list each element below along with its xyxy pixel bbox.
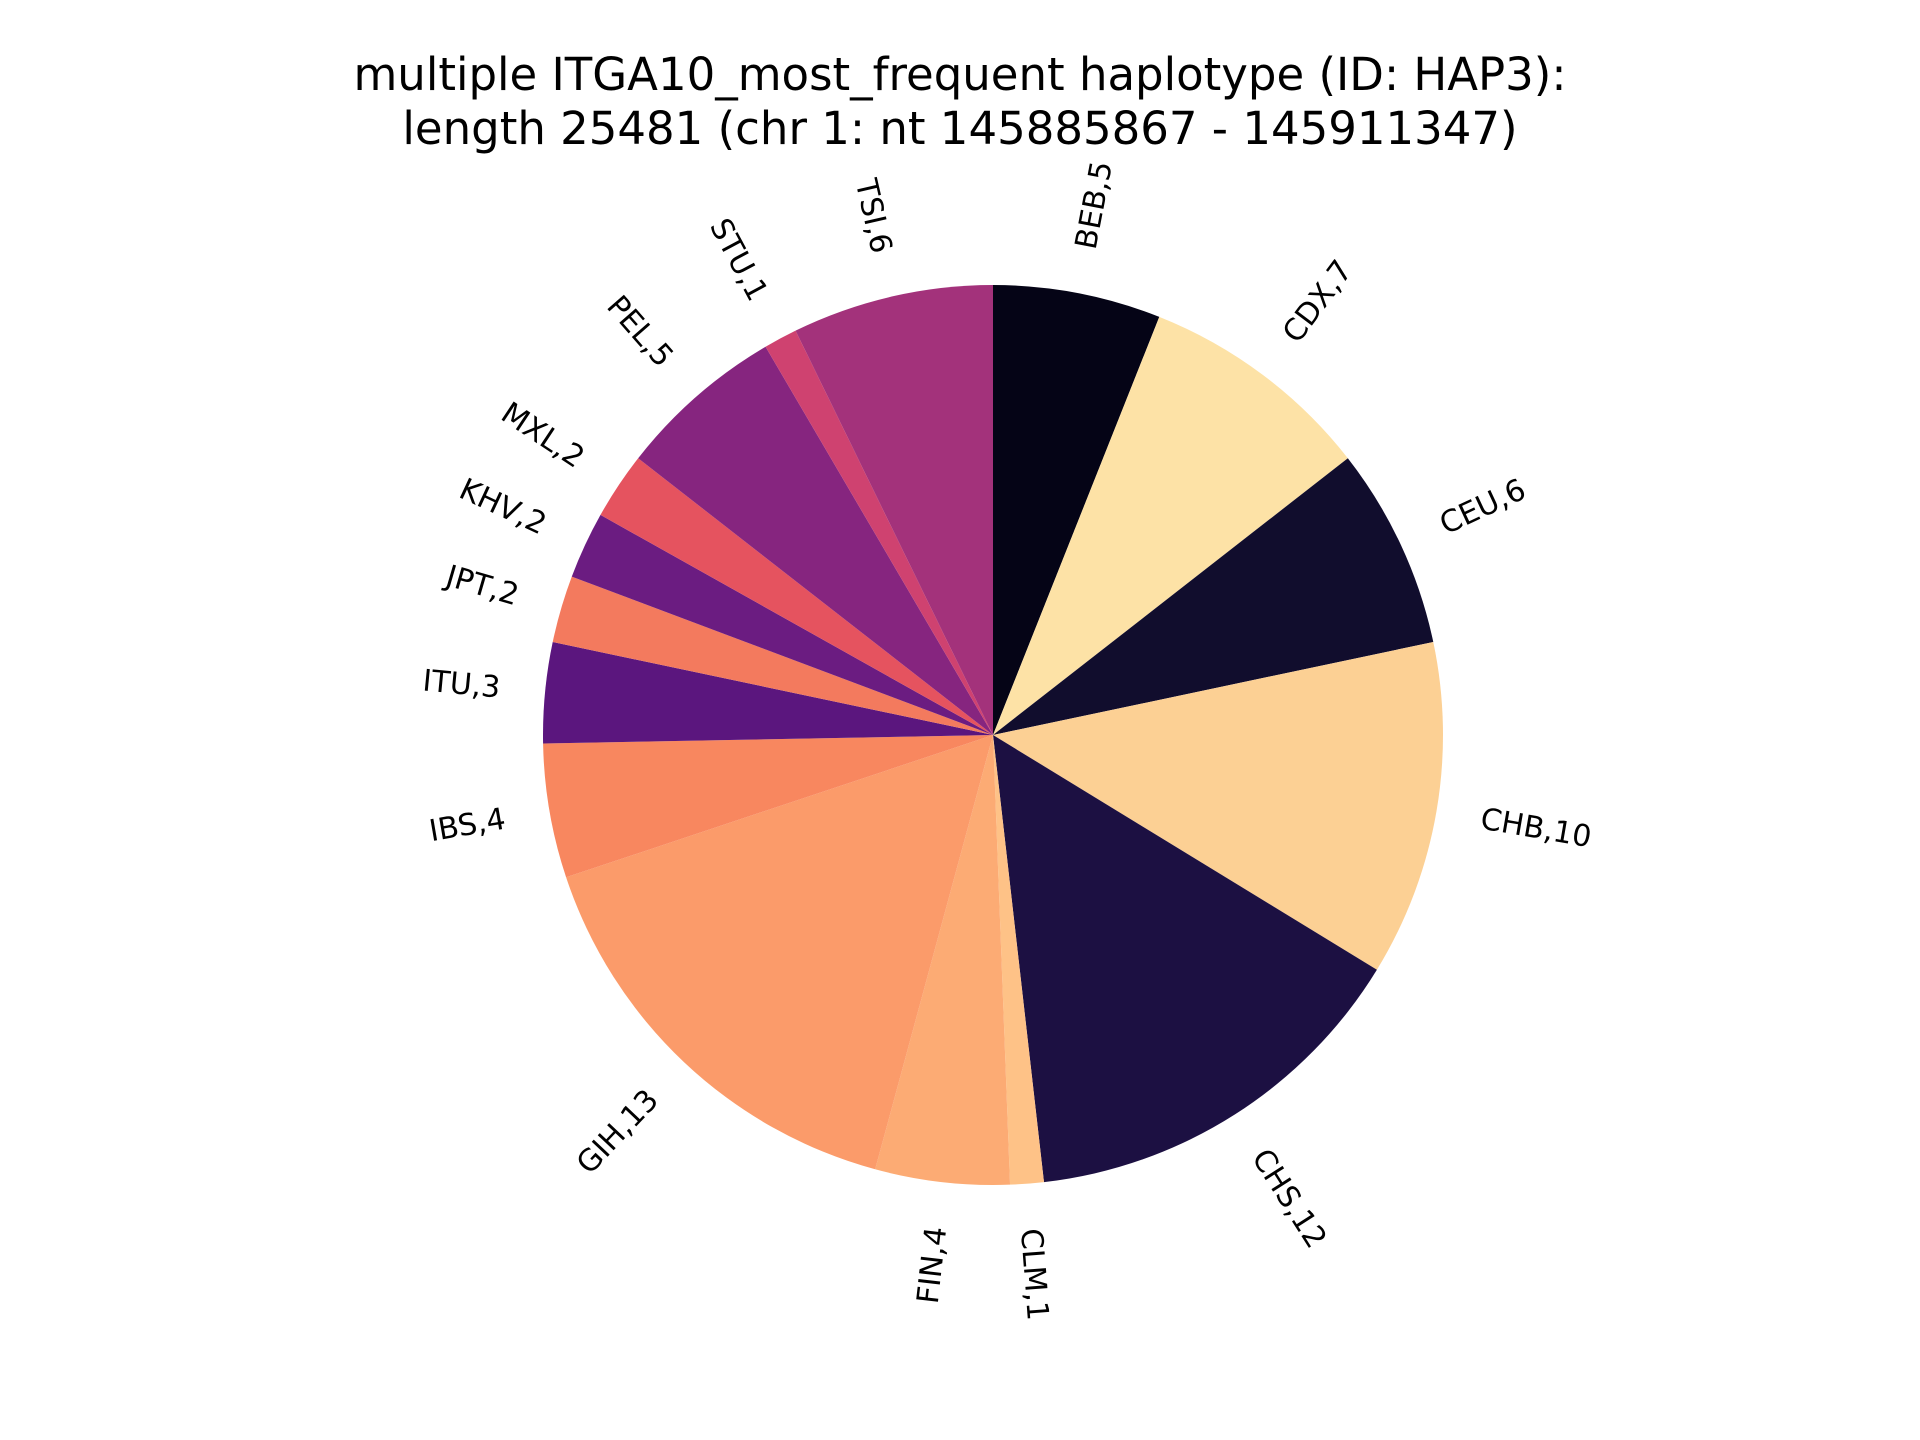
pie-slice-fin xyxy=(875,735,1011,1186)
slice-label-clm: CLM,1 xyxy=(1013,1227,1055,1322)
pie-slice-gih xyxy=(566,735,993,1170)
chart-subtitle-line-2: length 25481 (chr 1: nt 145885867 - 1459… xyxy=(402,102,1518,155)
pie-slice-mxl xyxy=(600,458,993,735)
pie-slice-clm xyxy=(993,735,1044,1185)
chart-title: multiple ITGA10_most_frequent haplotype … xyxy=(0,48,1920,156)
pie-slice-pel xyxy=(638,346,993,735)
pie-slice-chb xyxy=(993,642,1443,970)
pie-slice-ceu xyxy=(993,458,1434,735)
pie-slice-stu xyxy=(765,330,993,735)
slice-label-khv: KHV,2 xyxy=(454,472,552,542)
slice-label-tsi: TSI,6 xyxy=(847,175,898,257)
slice-label-cdx: CDX,7 xyxy=(1276,254,1360,350)
slice-label-chs: CHS,12 xyxy=(1244,1143,1333,1255)
pie-slice-itu xyxy=(542,642,993,744)
pie-slice-chs xyxy=(993,735,1377,1183)
slice-label-fin: FIN,4 xyxy=(911,1225,955,1306)
slice-label-gih: GIH,13 xyxy=(570,1083,666,1181)
slice-label-stu: STU,1 xyxy=(702,213,774,307)
slice-label-mxl: MXL,2 xyxy=(495,396,591,476)
pie-slice-khv xyxy=(571,514,993,735)
slice-label-ibs: IBS,4 xyxy=(427,802,508,849)
slice-label-chb: CHB,10 xyxy=(1478,802,1594,855)
slice-label-beb: BEB,5 xyxy=(1069,158,1120,252)
slice-label-pel: PEL,5 xyxy=(599,289,680,374)
pie-slice-tsi xyxy=(795,285,993,735)
pie-slice-jpt xyxy=(552,576,993,735)
slice-label-jpt: JPT,2 xyxy=(440,558,523,613)
slice-label-itu: ITU,3 xyxy=(421,663,502,705)
chart-title-line-1: multiple ITGA10_most_frequent haplotype … xyxy=(353,48,1567,101)
pie-slice-beb xyxy=(993,285,1160,735)
pie-slices xyxy=(542,285,1443,1186)
pie-slice-ibs xyxy=(543,735,993,878)
pie-slice-cdx xyxy=(993,316,1348,735)
slice-label-ceu: CEU,6 xyxy=(1434,472,1531,542)
